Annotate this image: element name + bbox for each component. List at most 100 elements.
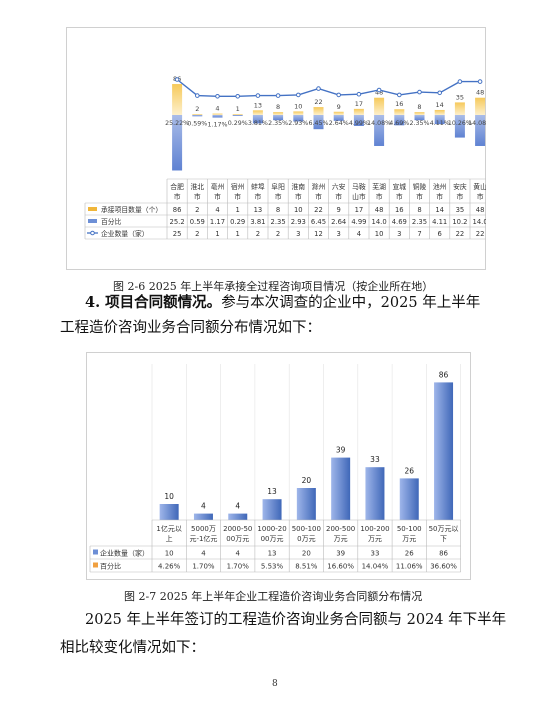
legend-key-percent (88, 219, 97, 223)
category-label: 六安 (332, 182, 346, 191)
legend-key-project (88, 207, 97, 211)
category-label: 市 (416, 192, 423, 201)
firms-point (417, 89, 422, 95)
percent-label: 2.64% (329, 120, 349, 127)
heading-rest: 参与本次调查的企业中，2025 年上半年 (221, 295, 481, 311)
section-heading-4: 4. 项目合同额情况。参与本次调查的企业中，2025 年上半年 (85, 290, 480, 316)
project-value-label: 10 (294, 102, 302, 110)
table-row-label: 百分比 (100, 562, 121, 571)
category-label: 市 (255, 192, 262, 201)
table-cell: 0.59 (190, 218, 205, 226)
firms-bar (434, 382, 454, 520)
project-value-label: 2 (195, 105, 199, 113)
table-cell: 48 (476, 206, 485, 214)
table-cell: 4.26% (158, 563, 181, 571)
firms-point (275, 93, 281, 98)
heading-bold: 4. 项目合同额情况。 (85, 294, 222, 311)
table-row-label: 企业数量（家） (101, 229, 149, 238)
percent-bar (293, 115, 304, 122)
project-value-label: 22 (314, 98, 322, 106)
category-label: 市 (477, 192, 484, 201)
table-cell: 48 (375, 206, 384, 214)
bar-value-label: 86 (439, 370, 449, 379)
category-label: 市 (234, 192, 241, 201)
category-label: 市 (275, 192, 282, 201)
figure-caption-2-6: 图 2-6 2025 年上半年承接全过程咨询项目情况（按企业所在地） (113, 280, 434, 293)
legend-key-firms (93, 549, 98, 555)
category-label: 蚌埠 (251, 182, 265, 191)
category-label: 宣城 (393, 182, 407, 191)
bar-value-label: 33 (370, 455, 380, 464)
percent-bar (394, 115, 405, 126)
bar-value-label: 20 (302, 476, 312, 485)
table-cell: 86 (439, 550, 448, 558)
percent-label: 6.45% (308, 120, 328, 127)
percent-label: 0.29% (228, 120, 248, 127)
category-label: 阜阳 (271, 182, 285, 191)
percent-bar (353, 115, 364, 126)
category-label: 市 (315, 192, 322, 201)
table-cell: 1.17 (210, 218, 225, 226)
category-label: 市 (376, 192, 383, 201)
table-cell: 2.64 (331, 218, 346, 226)
table-cell: 16 (395, 206, 404, 214)
percent-label: 2.35% (268, 120, 288, 127)
category-label: 亳州 (211, 182, 225, 191)
table-cell: 22 (456, 230, 465, 238)
table-cell: 17 (355, 206, 364, 214)
project-bar (212, 113, 223, 115)
project-bar (232, 114, 243, 115)
category-label: 市 (194, 192, 201, 201)
table-cell: 3.81 (250, 218, 265, 226)
percent-label: 10.26% (448, 120, 472, 127)
table-cell: 22 (476, 230, 485, 238)
category-label: 淮北 (191, 182, 205, 191)
bar-value-label: 13 (267, 487, 277, 496)
category-label: 1000-20 (257, 525, 286, 533)
table-row-label: 企业数量（家） (100, 549, 149, 558)
project-chart: 8625.22%20.59%41.17%10.29%133.81%82.35%1… (66, 27, 486, 270)
table-cell: 6.45 (311, 218, 326, 226)
table-cell: 4.11 (432, 218, 447, 226)
category-label: 山市 (352, 192, 366, 201)
category-label: 铜陵 (413, 182, 427, 191)
bar-value-label: 10 (164, 492, 174, 501)
percent-label: 4.69% (389, 120, 409, 127)
table-cell: 1 (236, 230, 240, 238)
firms-bar (228, 513, 248, 520)
project-value-label: 14 (436, 101, 444, 109)
bar-value-label: 4 (235, 502, 240, 511)
bar-value-label: 39 (336, 446, 346, 455)
project-bar (353, 108, 364, 115)
table-cell: 4 (201, 550, 206, 558)
percent-label: 14.08% (367, 120, 391, 127)
firms-point (356, 91, 362, 97)
table-cell: 2 (256, 230, 260, 238)
project-bar (293, 111, 304, 115)
table-cell: 8 (417, 206, 421, 214)
category-label: 池州 (433, 182, 447, 191)
percent-label: 1.17% (207, 122, 227, 129)
percent-bar (374, 115, 385, 146)
table-cell: 9 (337, 206, 341, 214)
table-cell: 13 (254, 206, 263, 214)
bar-value-label: 4 (201, 502, 206, 511)
table-cell: 2.35 (271, 218, 286, 226)
percent-bar (232, 115, 243, 116)
firms-point (376, 87, 382, 93)
table-cell: 20 (302, 550, 311, 558)
category-label: 元-1亿元 (189, 534, 217, 543)
table-cell: 4 (357, 230, 361, 238)
project-value-label: 9 (337, 103, 341, 111)
table-cell: 13 (268, 550, 277, 558)
project-bar (475, 97, 486, 115)
figure-caption-2-7: 图 2-7 2025 年上半年企业工程造价咨询业务合同额分布情况 (124, 590, 423, 603)
category-label: 市 (436, 192, 443, 201)
project-value-label: 4 (215, 105, 219, 113)
percent-bar (434, 115, 445, 125)
table-cell: 2.35 (412, 218, 427, 226)
category-label: 50万元以 (429, 525, 459, 533)
category-label: 500-100 (292, 525, 321, 533)
project-bar (252, 110, 263, 115)
